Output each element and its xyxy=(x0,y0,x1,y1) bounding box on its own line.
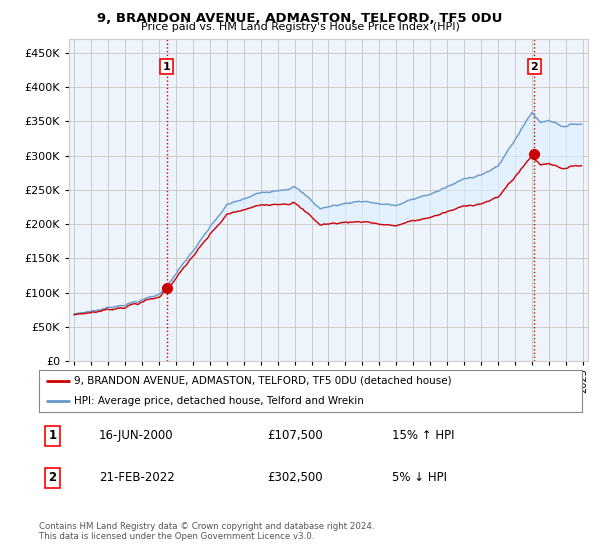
Text: 9, BRANDON AVENUE, ADMASTON, TELFORD, TF5 0DU: 9, BRANDON AVENUE, ADMASTON, TELFORD, TF… xyxy=(97,12,503,25)
Text: 1: 1 xyxy=(49,430,56,442)
Text: 16-JUN-2000: 16-JUN-2000 xyxy=(99,430,173,442)
Text: 5% ↓ HPI: 5% ↓ HPI xyxy=(392,472,447,484)
Text: 15% ↑ HPI: 15% ↑ HPI xyxy=(392,430,454,442)
Text: Contains HM Land Registry data © Crown copyright and database right 2024.: Contains HM Land Registry data © Crown c… xyxy=(39,522,374,531)
Text: HPI: Average price, detached house, Telford and Wrekin: HPI: Average price, detached house, Telf… xyxy=(74,396,364,405)
Text: This data is licensed under the Open Government Licence v3.0.: This data is licensed under the Open Gov… xyxy=(39,532,314,541)
Text: £107,500: £107,500 xyxy=(267,430,323,442)
Text: 21-FEB-2022: 21-FEB-2022 xyxy=(99,472,175,484)
Text: 9, BRANDON AVENUE, ADMASTON, TELFORD, TF5 0DU (detached house): 9, BRANDON AVENUE, ADMASTON, TELFORD, TF… xyxy=(74,376,452,385)
Text: 2: 2 xyxy=(530,62,538,72)
Text: £302,500: £302,500 xyxy=(267,472,323,484)
Text: 1: 1 xyxy=(163,62,170,72)
Text: 2: 2 xyxy=(49,472,56,484)
Text: Price paid vs. HM Land Registry's House Price Index (HPI): Price paid vs. HM Land Registry's House … xyxy=(140,22,460,32)
